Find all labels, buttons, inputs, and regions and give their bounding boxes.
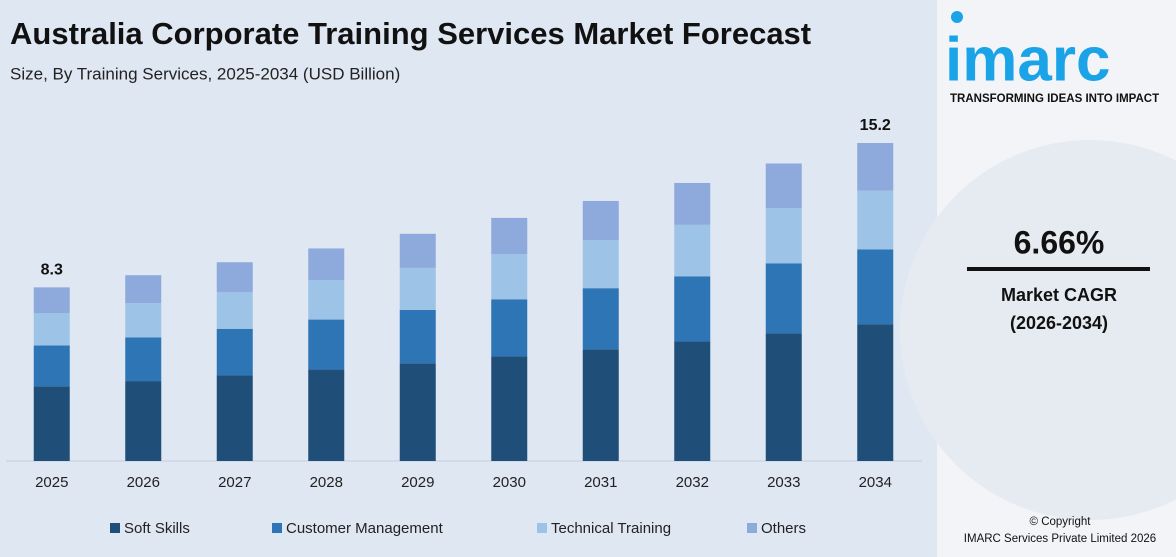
total-label: 8.3 bbox=[41, 262, 63, 279]
bar-segment bbox=[765, 163, 802, 209]
bar-segment bbox=[582, 240, 619, 289]
bar-segment bbox=[216, 375, 253, 461]
legend-swatch bbox=[110, 523, 120, 533]
x-tick-label: 2032 bbox=[676, 474, 709, 491]
bar-segment bbox=[399, 233, 436, 268]
bar-segment bbox=[125, 303, 162, 338]
bar-segment bbox=[308, 248, 345, 281]
x-tick-label: 2029 bbox=[401, 474, 434, 491]
bar-segment bbox=[491, 217, 528, 255]
bar-segment bbox=[857, 190, 894, 250]
bar-segment bbox=[216, 328, 253, 376]
legend-swatch bbox=[747, 523, 757, 533]
x-tick-label: 2034 bbox=[859, 474, 892, 491]
bar-segment bbox=[582, 349, 619, 461]
cagr-period: (2026-2034) bbox=[1010, 313, 1108, 333]
bar-segment bbox=[857, 249, 894, 325]
bar-segment bbox=[674, 341, 711, 461]
bar-segment bbox=[674, 224, 711, 277]
chart-title: Australia Corporate Training Services Ma… bbox=[10, 16, 811, 51]
legend-label: Technical Training bbox=[551, 520, 671, 537]
x-tick-label: 2030 bbox=[493, 474, 526, 491]
bar-segment bbox=[33, 345, 70, 387]
copyright: © Copyright bbox=[1030, 516, 1092, 528]
x-tick-label: 2028 bbox=[310, 474, 343, 491]
bar-segment bbox=[491, 356, 528, 461]
bar-segment bbox=[857, 143, 894, 191]
bar-segment bbox=[308, 319, 345, 370]
bar-segment bbox=[308, 280, 345, 320]
bar-segment bbox=[857, 324, 894, 461]
legend-label: Others bbox=[761, 520, 806, 537]
bar-segment bbox=[674, 182, 711, 225]
bar-segment bbox=[765, 333, 802, 461]
x-tick-label: 2031 bbox=[584, 474, 617, 491]
bar-segment bbox=[308, 369, 345, 461]
bar-segment bbox=[491, 254, 528, 300]
bar-segment bbox=[582, 200, 619, 241]
bar-segment bbox=[399, 309, 436, 364]
bar-segment bbox=[125, 381, 162, 461]
bar-segment bbox=[674, 276, 711, 342]
chart-subtitle: Size, By Training Services, 2025-2034 (U… bbox=[10, 64, 400, 83]
company: IMARC Services Private Limited 2026 bbox=[964, 533, 1156, 545]
bar-segment bbox=[125, 275, 162, 304]
bar-segment bbox=[765, 263, 802, 334]
cagr-value: 6.66% bbox=[1014, 224, 1105, 260]
tagline: TRANSFORMING IDEAS INTO IMPACT bbox=[950, 93, 1159, 105]
bar-segment bbox=[33, 287, 70, 314]
legend-swatch bbox=[272, 523, 282, 533]
bar-segment bbox=[399, 267, 436, 310]
x-tick-label: 2033 bbox=[767, 474, 800, 491]
logo: imarc bbox=[945, 25, 1110, 94]
bar-segment bbox=[399, 363, 436, 461]
bar-segment bbox=[125, 337, 162, 382]
x-tick-label: 2027 bbox=[218, 474, 251, 491]
x-tick-label: 2026 bbox=[127, 474, 160, 491]
cagr-label: Market CAGR bbox=[1001, 285, 1117, 305]
bar-segment bbox=[216, 262, 253, 292]
x-tick-label: 2025 bbox=[35, 474, 68, 491]
sidebar-decoration bbox=[900, 140, 1176, 520]
bar-segment bbox=[33, 313, 70, 346]
legend-swatch bbox=[537, 523, 547, 533]
bar-segment bbox=[216, 291, 253, 329]
bar-segment bbox=[765, 208, 802, 264]
legend-label: Soft Skills bbox=[124, 520, 190, 537]
bar-segment bbox=[33, 386, 70, 461]
bar-segment bbox=[582, 288, 619, 350]
bar-segment bbox=[491, 299, 528, 357]
legend-label: Customer Management bbox=[286, 520, 444, 537]
total-label: 15.2 bbox=[860, 117, 891, 134]
logo-dot bbox=[951, 11, 963, 23]
